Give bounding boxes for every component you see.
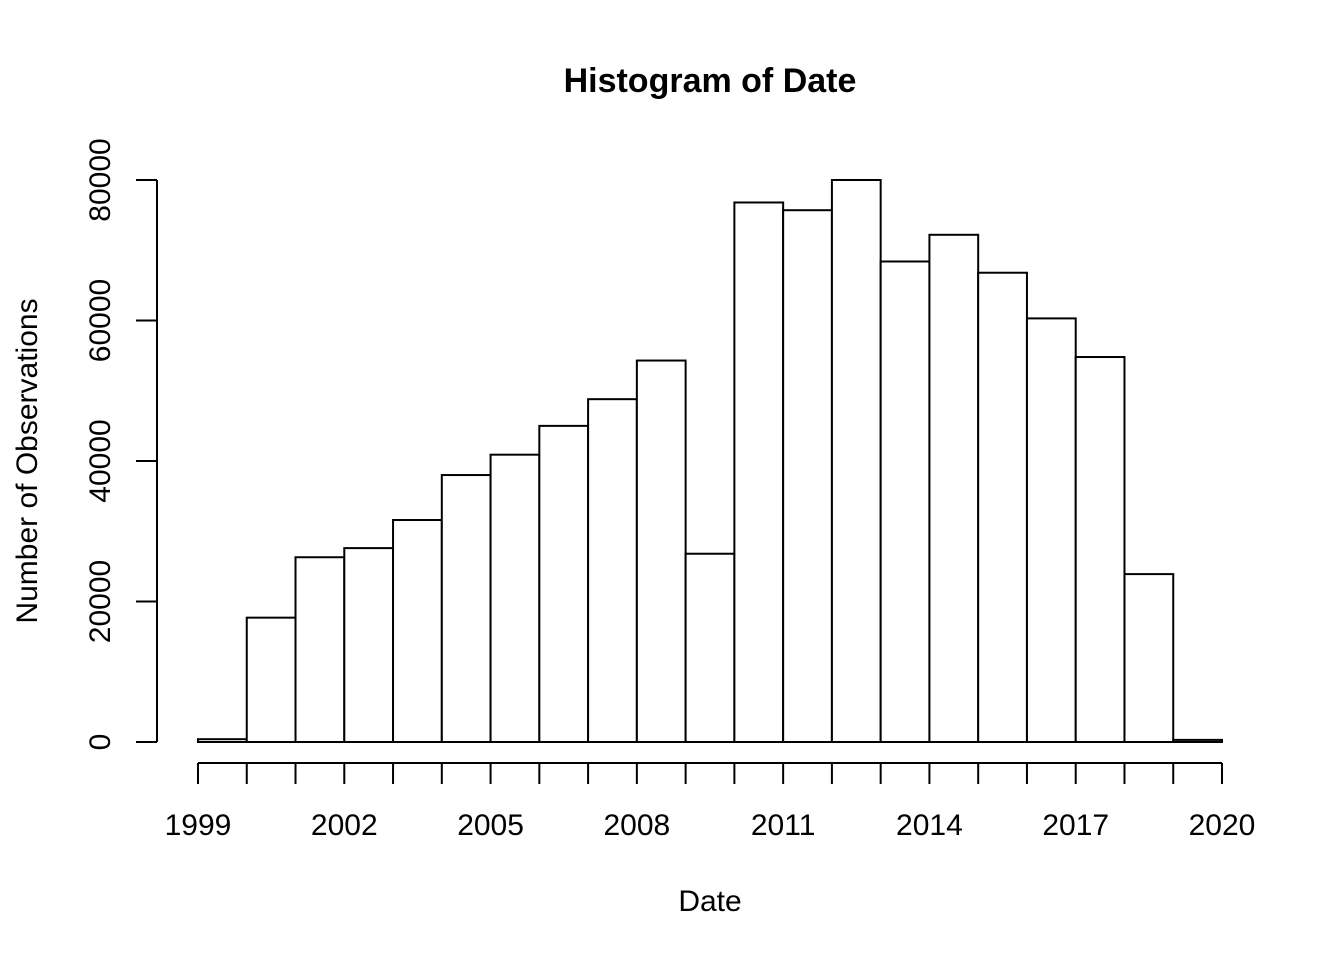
x-tick-label: 2002	[311, 809, 378, 842]
histogram-bar	[538, 424, 590, 743]
x-tick-label: 2014	[896, 809, 963, 842]
y-tick-label: 60000	[84, 279, 117, 362]
histogram-bar	[1074, 356, 1126, 743]
histogram-bar	[977, 271, 1028, 743]
x-axis-label: Date	[678, 885, 741, 918]
x-tick-label: 2020	[1189, 809, 1256, 842]
y-tick-label: 20000	[84, 560, 117, 643]
histogram-bar	[684, 552, 736, 743]
histogram-bar	[830, 179, 882, 743]
y-axis: 0 20000 40000 60000 80000	[84, 138, 158, 751]
histogram-bar	[879, 260, 931, 743]
histogram-bar	[245, 616, 297, 743]
histogram-bar	[1123, 573, 1175, 743]
histogram-bar	[782, 209, 833, 743]
histogram-bar	[440, 474, 492, 743]
histogram-bar	[1025, 317, 1077, 743]
x-tick-label: 1999	[165, 809, 232, 842]
histogram-bar	[489, 453, 541, 743]
x-tick-label: 2017	[1042, 809, 1109, 842]
histogram-bar	[635, 359, 687, 743]
histogram-bar	[733, 201, 785, 744]
x-tick-label: 2005	[457, 809, 524, 842]
x-tick-label: 2011	[751, 809, 816, 842]
histogram-bar	[392, 519, 443, 744]
histogram-bar	[1172, 738, 1223, 744]
y-tick-label: 0	[84, 734, 117, 751]
y-axis-label: Number of Observations	[11, 298, 44, 623]
histogram-bar	[343, 547, 395, 743]
histogram-bar	[928, 233, 980, 743]
histogram-bar	[294, 556, 346, 743]
x-axis: 1999 2002 2005 2008 2011 2014 2017 2020	[165, 762, 1256, 842]
bars-group	[197, 179, 1223, 744]
histogram-bar	[197, 738, 248, 744]
y-tick-label: 80000	[84, 138, 117, 221]
y-tick-label: 40000	[84, 419, 117, 502]
histogram-bar	[587, 398, 638, 743]
x-tick-label: 2008	[603, 809, 670, 842]
chart-title: Histogram of Date	[564, 62, 857, 100]
